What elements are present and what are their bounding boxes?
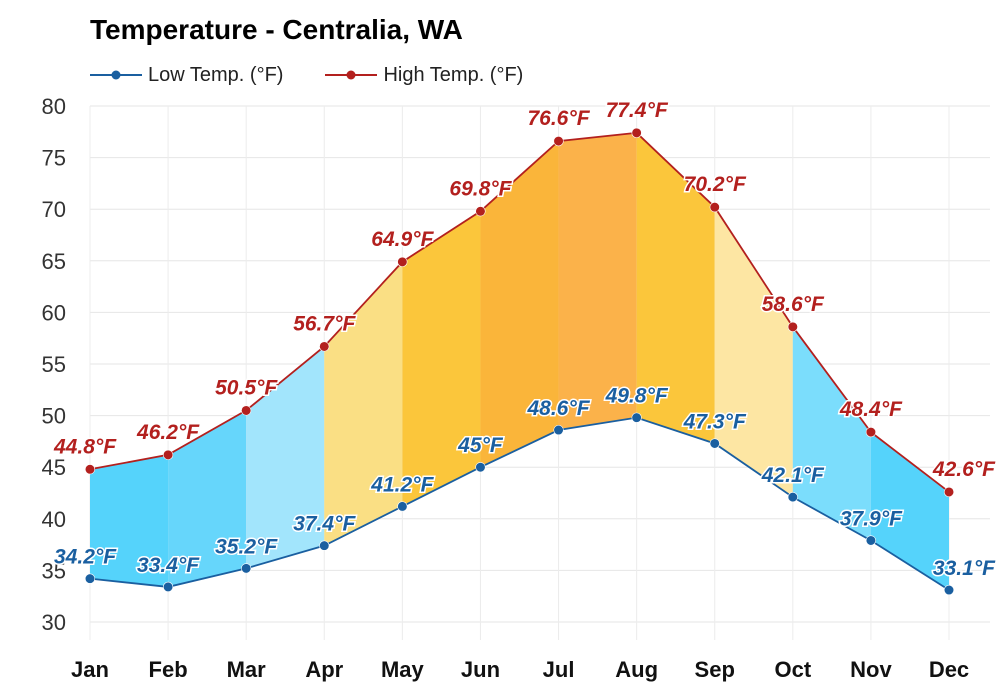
- low-data-label: 41.2°F: [370, 473, 434, 496]
- x-tick-label-feb: Feb: [149, 657, 188, 682]
- high-point: [865, 427, 877, 438]
- band-mar: [246, 346, 325, 569]
- low-point: [865, 535, 877, 546]
- low-line: [89, 416, 950, 591]
- series-low: 34.2°F 33.4°F 35.2°F 37.4°F 41.2°F 45°F 48.6°F…: [53, 383, 998, 596]
- low-data-label: 34.2°F: [54, 546, 117, 569]
- chart-title: Temperature - Centralia, WA: [90, 14, 463, 45]
- x-tick-label-jun: Jun: [461, 657, 500, 682]
- x-tick-label-may: May: [381, 657, 425, 682]
- high-data-label: 44.8°F: [53, 435, 117, 458]
- legend-line-low-icon: [90, 70, 142, 80]
- high-data-label: 70.2°F: [684, 173, 747, 196]
- legend-item-low[interactable]: Low Temp. (°F): [90, 64, 283, 87]
- legend-label-low: Low Temp. (°F): [148, 63, 284, 86]
- y-tick-label: 35: [42, 558, 66, 583]
- low-data-label: 33.4°F: [137, 554, 200, 577]
- high-point: [553, 135, 564, 147]
- low-point: [709, 438, 720, 449]
- low-point: [475, 462, 486, 473]
- x-tick-label-jul: Jul: [543, 657, 575, 682]
- high-data-label: 42.6°F: [932, 458, 996, 481]
- high-point: [943, 486, 955, 498]
- high-point: [162, 449, 174, 460]
- band-jul: [558, 132, 637, 431]
- low-point: [84, 573, 96, 584]
- series-high: 44.8°F 46.2°F 50.5°F 56.7°F 64.9°F 69.8°F 76.6…: [52, 97, 998, 498]
- high-data-label: 50.5°F: [215, 376, 278, 399]
- y-tick-label: 70: [42, 197, 66, 222]
- band-aug: [636, 132, 715, 444]
- band-jan: [90, 454, 169, 587]
- high-data-label: 58.6°F: [762, 293, 825, 316]
- low-point: [397, 501, 408, 512]
- high-data-label: 69.8°F: [449, 177, 512, 200]
- band-sep: [714, 207, 793, 498]
- low-data-label: 48.6°F: [526, 397, 590, 420]
- y-tick-label: 40: [42, 507, 66, 532]
- y-tick-label: 50: [42, 404, 66, 429]
- high-point: [631, 127, 642, 138]
- band-feb: [168, 410, 247, 587]
- low-data-label: 49.8°F: [605, 385, 669, 408]
- x-tick-label-apr: Apr: [305, 657, 343, 682]
- high-data-label: 56.7°F: [293, 312, 356, 335]
- y-tick-label: 45: [42, 455, 66, 480]
- band-apr: [324, 261, 403, 546]
- low-point: [553, 424, 564, 436]
- high-point: [241, 405, 252, 416]
- low-point: [631, 412, 642, 423]
- x-tick-label-aug: Aug: [615, 657, 658, 682]
- high-point: [709, 202, 720, 213]
- x-tick-label-oct: Oct: [774, 657, 811, 682]
- low-point: [319, 540, 330, 551]
- legend-item-high[interactable]: High Temp. (°F): [325, 64, 523, 87]
- low-point: [241, 563, 252, 574]
- x-tick-label-jan: Jan: [71, 657, 109, 682]
- low-data-label: 42.1°F: [761, 464, 825, 487]
- low-point: [943, 584, 955, 596]
- low-data-label: 47.3°F: [683, 410, 747, 433]
- low-data-label: 37.9°F: [840, 507, 903, 530]
- x-tick-label-sep: Sep: [695, 657, 735, 682]
- y-tick-label: 60: [42, 300, 66, 325]
- low-data-label: 35.2°F: [215, 535, 278, 558]
- y-tick-label: 55: [42, 352, 66, 377]
- band-nov: [870, 432, 949, 591]
- band-may: [402, 211, 481, 507]
- high-data-label: 77.4°F: [606, 99, 669, 122]
- low-data-label: 37.4°F: [293, 513, 356, 536]
- temperature-bands: [90, 132, 949, 591]
- low-data-label: 33.1°F: [933, 557, 996, 580]
- x-tick-label-mar: Mar: [227, 657, 267, 682]
- high-data-label: 48.4°F: [839, 398, 903, 421]
- legend-label-high: High Temp. (°F): [383, 63, 524, 86]
- y-axis-ticks: 30 35 40 45 50 55 60 65 70 75 80: [42, 94, 66, 635]
- x-tick-label-nov: Nov: [850, 657, 892, 682]
- high-point: [787, 321, 798, 332]
- y-tick-label: 65: [42, 249, 66, 274]
- band-oct: [792, 326, 871, 541]
- y-tick-label: 75: [42, 146, 66, 171]
- low-point: [162, 581, 174, 593]
- high-point: [319, 341, 330, 352]
- legend-line-high-icon: [325, 70, 378, 80]
- y-tick-label: 30: [42, 610, 66, 635]
- band-jun: [480, 141, 559, 468]
- x-tick-label-dec: Dec: [929, 657, 969, 682]
- high-point: [475, 206, 486, 217]
- low-point: [787, 492, 798, 503]
- low-data-label: 45°F: [457, 434, 504, 457]
- high-line: [89, 131, 950, 493]
- high-point: [397, 256, 408, 267]
- high-data-label: 76.6°F: [527, 107, 590, 130]
- y-tick-label: 80: [42, 94, 66, 119]
- high-data-label: 46.2°F: [136, 421, 200, 444]
- legend: Low Temp. (°F) High Temp. (°F): [90, 60, 565, 90]
- x-axis-ticks: Jan Feb Mar Apr May Jun Jul Aug Sep Oct Nov Dec: [71, 657, 969, 682]
- high-data-label: 64.9°F: [371, 228, 434, 251]
- high-point: [84, 464, 96, 475]
